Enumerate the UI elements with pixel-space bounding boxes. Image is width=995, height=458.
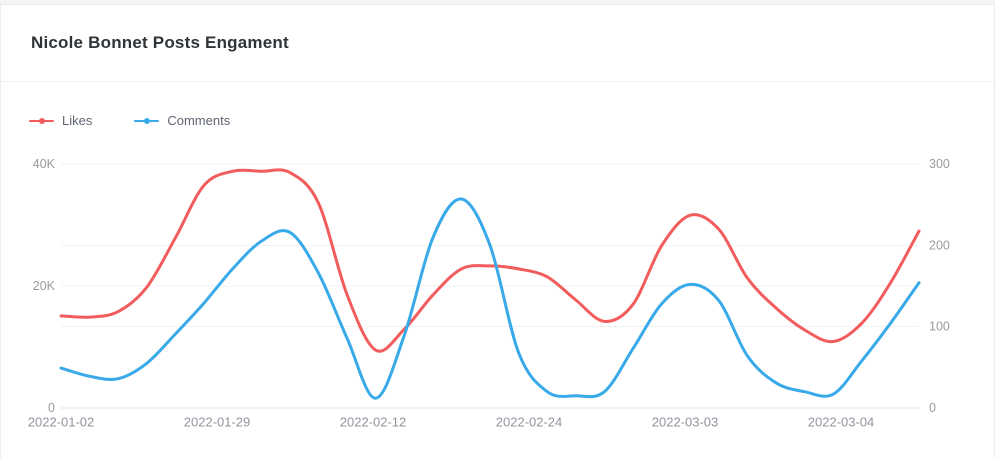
engagement-chart-card: Nicole Bonnet Posts Engament Likes Comme…: [0, 4, 995, 458]
x-axis-date-label: 2022-03-04: [808, 415, 875, 430]
left-axis-tick: 40K: [33, 157, 56, 171]
comments-line-icon: [134, 117, 160, 124]
card-header: Nicole Bonnet Posts Engament: [1, 5, 994, 82]
x-axis-date-label: 2022-02-12: [340, 415, 407, 430]
line-chart-plot-area[interactable]: 0 20K 40K 0 100 200 300 2022-01-02 2022-01-29 202…: [1, 141, 995, 451]
right-axis-tick: 300: [929, 157, 950, 171]
likes-series-line: [59, 168, 921, 353]
legend-item-comments[interactable]: Comments: [134, 113, 230, 128]
left-axis-tick: 0: [48, 401, 55, 415]
x-axis-date-label: 2022-01-29: [184, 415, 251, 430]
likes-line-icon: [29, 117, 54, 124]
right-axis-tick: 200: [929, 238, 950, 252]
x-axis-date-label: 2022-01-02: [28, 415, 95, 430]
legend-item-likes[interactable]: Likes: [29, 113, 92, 128]
comments-series-line: [59, 197, 921, 400]
legend-label-comments: Comments: [167, 113, 231, 128]
left-axis-tick: 20K: [33, 279, 56, 293]
x-axis-date-label: 2022-03-03: [652, 415, 719, 430]
right-axis-tick: 0: [929, 401, 936, 415]
x-axis-date-label: 2022-02-24: [496, 415, 563, 430]
comments-dot-icon: [143, 117, 150, 124]
likes-dot-icon: [38, 117, 45, 124]
chart-legend: Likes Comments: [29, 113, 230, 128]
right-axis-tick: 100: [929, 320, 950, 334]
legend-label-likes: Likes: [62, 113, 93, 128]
page-title: Nicole Bonnet Posts Engament: [31, 33, 289, 52]
